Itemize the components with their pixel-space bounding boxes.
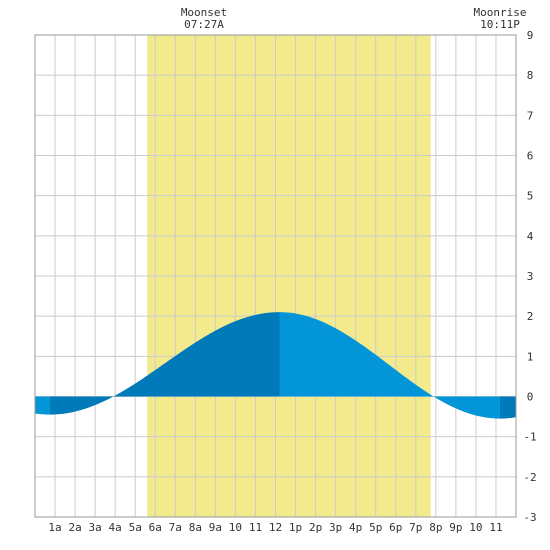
y-tick-label: 3 (527, 270, 534, 283)
moonrise-time: 10:11P (480, 18, 520, 31)
y-tick-label: -2 (523, 471, 536, 484)
x-tick-label: 1a (48, 521, 61, 534)
x-tick-label: 11 (489, 521, 502, 534)
y-tick-label: 8 (527, 69, 534, 82)
y-tick-label: -3 (523, 511, 536, 524)
tide-rising-segment (499, 396, 516, 419)
x-tick-label: 8a (189, 521, 202, 534)
x-tick-label: 12 (269, 521, 282, 534)
x-tick-label: 3p (329, 521, 342, 534)
moonset-label: Moonset (181, 6, 227, 19)
x-tick-label: 7a (169, 521, 182, 534)
x-tick-label: 5a (129, 521, 142, 534)
x-tick-label: 8p (429, 521, 442, 534)
x-tick-label: 3a (89, 521, 102, 534)
x-tick-label: 9p (449, 521, 462, 534)
x-tick-label: 10 (229, 521, 242, 534)
x-tick-label: 11 (249, 521, 262, 534)
x-tick-label: 7p (409, 521, 422, 534)
y-tick-label: 1 (527, 350, 534, 363)
y-tick-label: 5 (527, 190, 534, 203)
tide-area (35, 312, 516, 419)
x-tick-label: 1p (289, 521, 302, 534)
x-tick-label: 4a (109, 521, 122, 534)
moonrise-label: Moonrise (474, 6, 527, 19)
tide-rising-segment (50, 312, 280, 415)
y-tick-label: 7 (527, 109, 534, 122)
x-tick-label: 9a (209, 521, 222, 534)
y-tick-label: -1 (523, 431, 536, 444)
x-tick-label: 6a (149, 521, 162, 534)
y-axis-labels: 9 8 7 6 5 4 3 2 1 0 -1 -2 -3 (523, 29, 536, 524)
y-tick-label: 2 (527, 310, 534, 323)
x-tick-label: 2a (68, 521, 81, 534)
y-tick-label: 4 (527, 230, 534, 243)
x-tick-label: 6p (389, 521, 402, 534)
y-tick-label: 0 (527, 391, 534, 404)
x-tick-label: 5p (369, 521, 382, 534)
plot-frame (34, 34, 517, 518)
y-tick-label: 6 (527, 150, 534, 163)
x-tick-label: 4p (349, 521, 362, 534)
tide-falling-segment (279, 312, 500, 419)
x-axis-labels: 1a 2a 3a 4a 5a 6a 7a 8a 9a 10 11 12 1p 2p 3p 4p 5p 6p 7p 8p… (48, 521, 502, 534)
x-tick-label: 10 (469, 521, 482, 534)
x-tick-label: 2p (309, 521, 322, 534)
tide-falling-segment (35, 396, 51, 415)
y-tick-label: 9 (527, 29, 534, 42)
moonset-time: 07:27A (184, 18, 224, 31)
